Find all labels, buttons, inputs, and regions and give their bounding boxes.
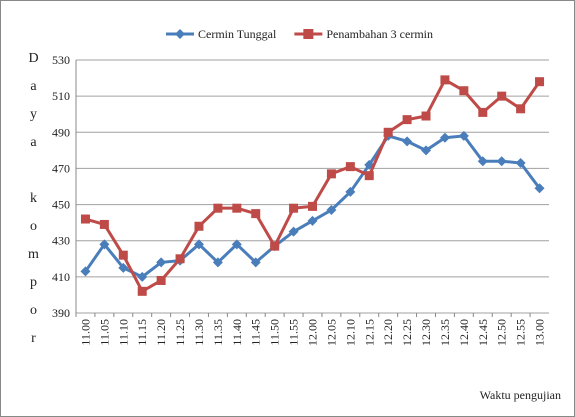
point	[439, 132, 450, 143]
x-tick-label: 11.35	[211, 319, 225, 346]
x-tick-label: 11.05	[97, 319, 111, 346]
point	[270, 241, 280, 251]
point	[516, 104, 526, 114]
point	[99, 219, 109, 229]
y-tick-label: 410	[52, 270, 70, 284]
point	[307, 215, 318, 226]
legend-label: Penambahan 3 cermin	[326, 27, 433, 41]
point	[458, 130, 469, 141]
point	[402, 136, 413, 147]
point	[535, 77, 545, 87]
point	[80, 266, 91, 277]
point	[231, 239, 242, 250]
point	[250, 257, 261, 268]
y-tick-label: 450	[52, 198, 70, 212]
x-tick-label: 12.00	[306, 319, 320, 346]
point	[421, 145, 432, 156]
point	[213, 203, 223, 213]
y-tick-label: 430	[52, 234, 70, 248]
x-tick-label: 11.15	[135, 319, 149, 346]
point	[326, 204, 337, 215]
point	[251, 209, 261, 219]
x-tick-label: 12.55	[514, 319, 528, 346]
point	[364, 171, 374, 181]
point	[402, 115, 412, 125]
x-tick-label: 12.30	[419, 319, 433, 346]
x-tick-label: 12.50	[495, 319, 509, 346]
point	[99, 239, 110, 250]
point	[497, 91, 507, 101]
x-tick-label: 11.20	[154, 319, 168, 346]
point	[308, 201, 317, 211]
x-tick-label: 12.25	[400, 319, 414, 346]
point	[118, 250, 128, 260]
point	[175, 254, 185, 264]
legend-label: Cermin Tunggal	[198, 27, 277, 41]
point	[137, 271, 148, 282]
point	[440, 75, 450, 85]
legend-marker	[175, 29, 185, 39]
x-tick-label: 11.40	[230, 319, 244, 346]
point	[478, 107, 488, 117]
point	[156, 275, 166, 285]
y-axis-label: Daya kompor	[26, 51, 41, 359]
point	[118, 262, 129, 273]
x-tick-label: 11.50	[268, 319, 282, 346]
series-line	[85, 77, 541, 294]
point	[477, 156, 488, 167]
point	[212, 257, 223, 268]
point	[345, 186, 356, 197]
y-tick-label: 390	[52, 306, 70, 320]
point	[345, 162, 355, 172]
point	[534, 183, 545, 194]
point	[289, 203, 299, 213]
x-tick-label: 12.35	[438, 319, 452, 346]
y-tick-label: 530	[52, 53, 70, 67]
x-tick-label: 12.05	[324, 319, 338, 346]
y-tick-label: 470	[52, 161, 70, 175]
x-tick-label: 11.00	[78, 319, 92, 346]
point	[496, 156, 507, 167]
point	[326, 169, 336, 179]
x-tick-label: 12.10	[343, 319, 357, 346]
point	[80, 214, 90, 224]
x-axis-label: Waktu pengujian	[480, 388, 561, 402]
y-tick-label: 490	[52, 125, 70, 139]
point	[137, 286, 147, 296]
x-tick-label: 12.45	[476, 319, 490, 346]
point	[193, 239, 204, 250]
point	[383, 127, 393, 137]
legend-marker	[303, 29, 314, 39]
x-tick-label: 11.25	[173, 319, 187, 346]
x-tick-label: 11.30	[192, 319, 206, 346]
x-tick-label: 11.10	[116, 319, 130, 346]
point	[515, 158, 526, 169]
point	[156, 257, 167, 268]
x-tick-label: 11.45	[249, 319, 263, 346]
point	[459, 86, 469, 96]
x-tick-label: 11.55	[287, 319, 301, 346]
point	[288, 226, 299, 237]
x-tick-label: 12.40	[457, 319, 471, 346]
point	[232, 203, 242, 213]
x-tick-label: 12.15	[362, 319, 376, 346]
x-tick-label: 12.20	[381, 319, 395, 346]
point	[421, 111, 431, 121]
y-tick-label: 510	[52, 89, 70, 103]
point	[194, 221, 204, 231]
x-tick-label: 13.00	[533, 319, 547, 346]
